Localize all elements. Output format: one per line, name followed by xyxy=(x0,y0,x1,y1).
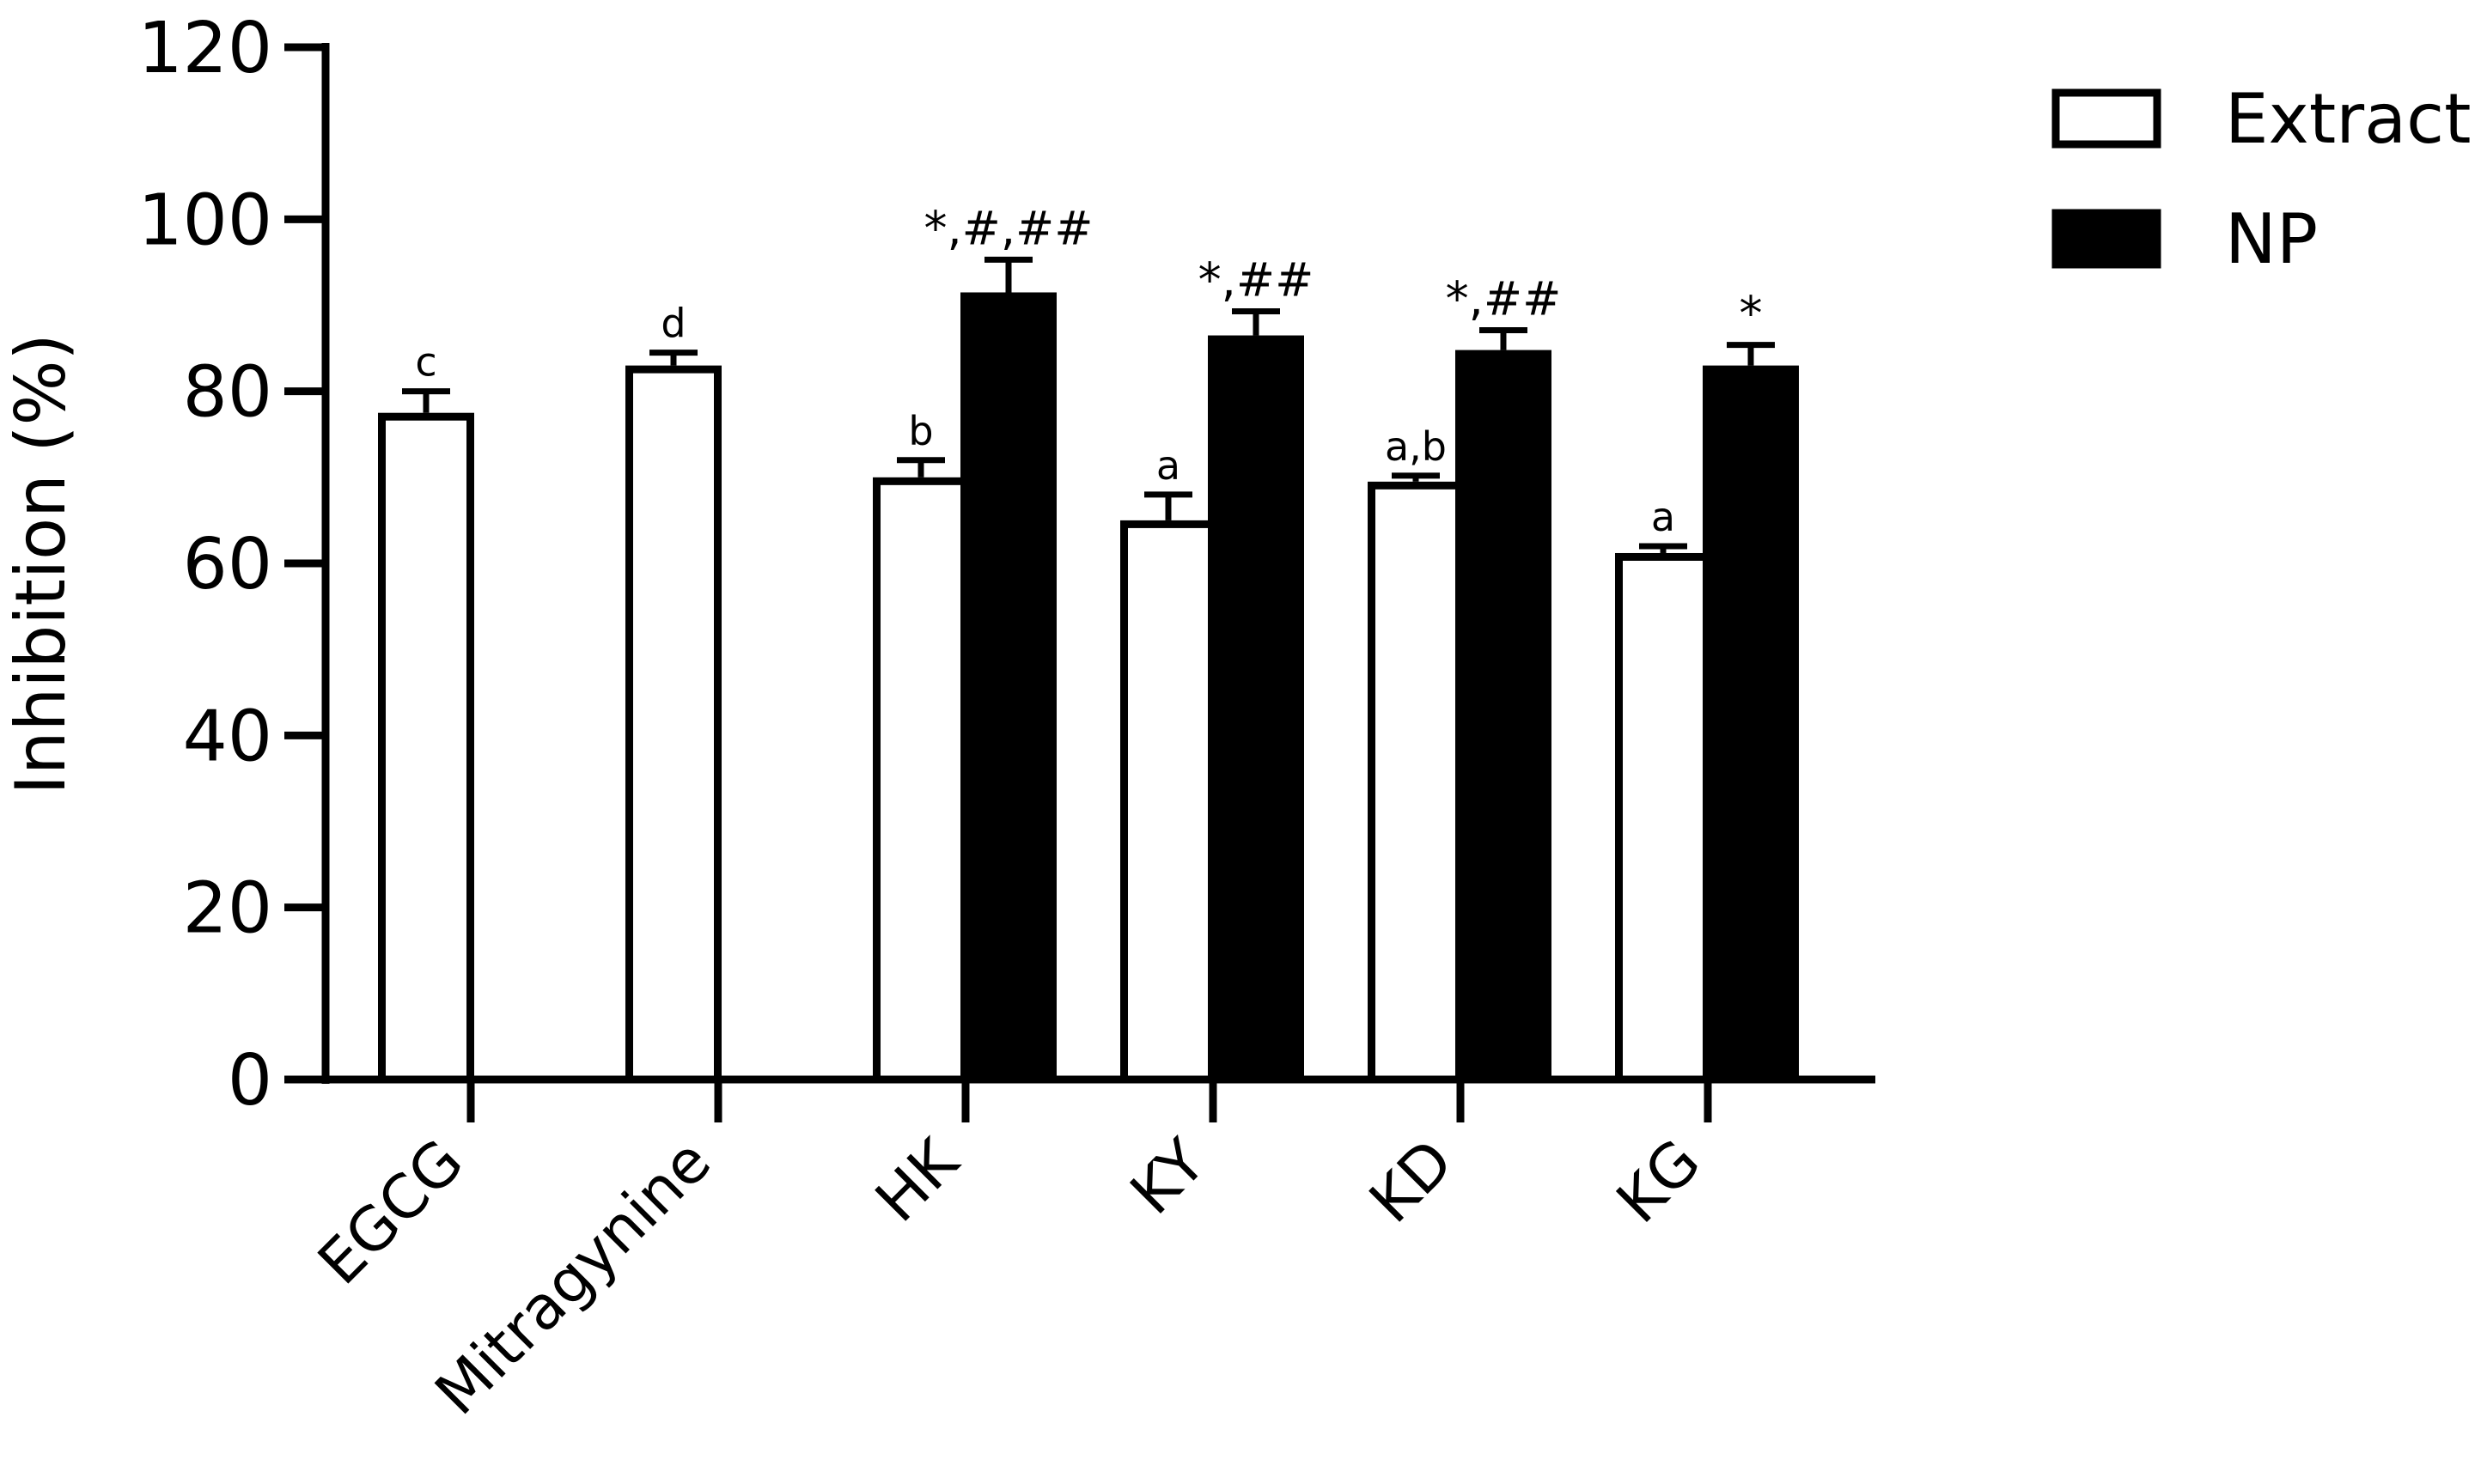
y-tick-label: 100 xyxy=(137,179,272,261)
y-tick-label: 20 xyxy=(183,868,272,950)
significance-label: c xyxy=(415,339,436,386)
bar-extract xyxy=(1368,481,1464,1084)
bars xyxy=(378,256,1799,1084)
x-tick-label: KY xyxy=(1117,1126,1219,1228)
bar-np xyxy=(960,292,1057,1084)
legend-swatch-np xyxy=(2051,209,2161,269)
bar-np xyxy=(1455,350,1551,1084)
y-axis: 0 20 40 60 80 100 120 xyxy=(137,8,330,1122)
bar-extract xyxy=(1120,520,1216,1084)
y-tick-label: 40 xyxy=(183,696,272,777)
bar-np xyxy=(1703,365,1799,1084)
significance-label: *,## xyxy=(1446,272,1562,326)
significance-label: a xyxy=(1156,442,1180,489)
significance-label: b xyxy=(908,408,933,454)
significance-label: *,## xyxy=(1198,253,1314,307)
significance-label: * xyxy=(1740,287,1763,341)
significance-label: d xyxy=(661,301,686,347)
legend-label-np: NP xyxy=(2225,199,2318,279)
bar-extract xyxy=(873,477,969,1084)
annotations: c d b a a,b a *,#,## *,## *,## * xyxy=(415,201,1762,540)
y-axis-label: Inhibition (%) xyxy=(1,333,81,794)
legend-swatch-extract xyxy=(2051,88,2161,149)
significance-label: a,b xyxy=(1385,423,1447,470)
bar-extract xyxy=(1615,552,1711,1084)
significance-label: *,#,## xyxy=(923,201,1093,255)
bar-extract xyxy=(625,365,722,1084)
y-tick-label: 60 xyxy=(183,524,272,605)
legend-label-extract: Extract xyxy=(2225,79,2472,159)
x-tick-label: EGCG xyxy=(304,1126,477,1298)
bar-np xyxy=(1208,335,1304,1084)
significance-label: a xyxy=(1651,494,1675,540)
y-tick-label: 0 xyxy=(228,1040,272,1122)
bar-extract xyxy=(378,412,474,1084)
x-tick-label: KD xyxy=(1356,1126,1466,1237)
x-tick-label: HK xyxy=(862,1125,972,1236)
y-tick-label: 120 xyxy=(137,8,272,89)
legend: Extract NP xyxy=(2051,79,2472,279)
y-tick-label: 80 xyxy=(183,352,272,434)
x-tick-label: KG xyxy=(1603,1126,1714,1237)
